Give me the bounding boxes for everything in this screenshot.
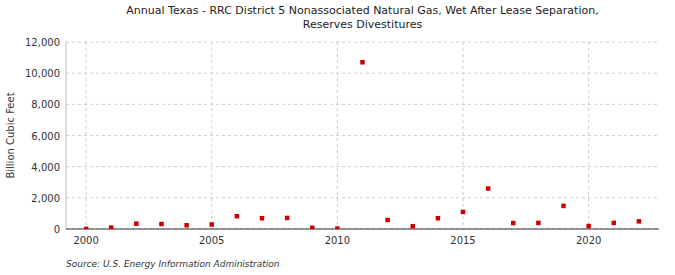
x-axis-line <box>66 229 659 230</box>
annotation: Source: U.S. Energy Information Administ… <box>66 259 280 269</box>
y-tick-label: 6,000 <box>31 131 60 142</box>
point <box>461 210 466 215</box>
x-grid-line <box>588 42 589 229</box>
point <box>511 221 515 226</box>
point <box>209 222 214 227</box>
point <box>436 216 441 221</box>
point <box>360 60 365 64</box>
point <box>184 223 189 228</box>
y-grid-line <box>66 135 659 136</box>
y-grid-line <box>66 42 659 43</box>
x-grid-line <box>337 42 338 229</box>
y-axis-line <box>66 42 67 229</box>
x-grid-line <box>86 42 87 229</box>
x-grid-line <box>463 42 464 229</box>
point <box>134 221 139 226</box>
point <box>109 225 114 229</box>
y-axis-label: Billion Cubic Feet <box>5 92 16 178</box>
point <box>159 222 164 227</box>
y-tick-label: 10,000 <box>25 68 60 79</box>
title: Annual Texas - RRC District 5 Nonassocia… <box>126 4 598 31</box>
y-grid-line <box>66 197 659 198</box>
y-grid-line <box>66 229 659 230</box>
point <box>235 214 240 219</box>
point <box>411 224 416 229</box>
x-tick-label: 2015 <box>450 235 475 246</box>
x-tick-label: 2010 <box>325 235 350 246</box>
point <box>486 186 491 191</box>
y-grid-line <box>66 73 659 74</box>
point <box>561 204 566 209</box>
y-tick-label: 12,000 <box>25 37 60 48</box>
y-grid-line <box>66 104 659 105</box>
point <box>536 221 541 226</box>
point <box>260 216 265 221</box>
point <box>335 226 340 229</box>
point <box>84 227 89 229</box>
y-tick-label: 2,000 <box>31 193 60 204</box>
x-tick-label: 2020 <box>576 235 601 246</box>
point <box>637 219 642 224</box>
point <box>310 226 315 229</box>
grid <box>66 42 659 229</box>
x-tick-label: 2005 <box>199 235 224 246</box>
y-tick-label: 8,000 <box>31 99 60 110</box>
y-tick-label: 4,000 <box>31 162 60 173</box>
point <box>285 216 290 221</box>
y-grid-line <box>66 166 659 167</box>
y-tick-label: 0 <box>54 224 60 235</box>
point <box>612 221 617 226</box>
points <box>84 60 641 229</box>
x-grid-line <box>211 42 212 229</box>
x-tick-label: 2000 <box>73 235 98 246</box>
point <box>586 224 591 229</box>
chart: Annual Texas - RRC District 5 Nonassocia… <box>0 0 675 275</box>
point <box>385 218 390 223</box>
